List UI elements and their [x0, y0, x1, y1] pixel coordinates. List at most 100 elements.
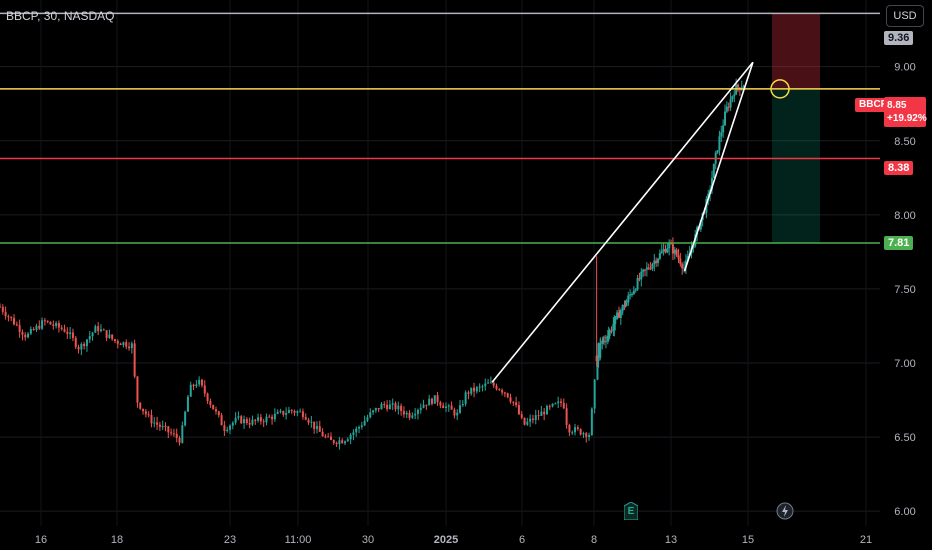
candle-body	[543, 411, 546, 415]
candle-body	[599, 343, 602, 345]
candle-body	[46, 321, 49, 323]
candle-body	[394, 403, 397, 410]
candle-body	[186, 396, 189, 412]
price-axis[interactable]: 9.00 8.50 8.00 7.50 7.00 6.50 6.00	[894, 62, 915, 519]
candle-body	[492, 382, 495, 386]
red-level-tag: 8.38	[884, 161, 914, 175]
candle-body	[433, 395, 436, 404]
candle-body	[601, 340, 604, 344]
candle-body	[262, 421, 265, 423]
candle-body	[718, 136, 721, 151]
candle-body	[136, 376, 139, 403]
candle-body	[66, 331, 69, 334]
candle-body	[557, 401, 560, 404]
candle-body	[150, 414, 153, 424]
candle-body	[450, 405, 453, 410]
candle-body	[268, 416, 271, 418]
candle-body	[627, 295, 630, 302]
y-tick-label: 8.00	[894, 210, 915, 222]
candle-body	[192, 384, 195, 387]
green-level-tag: 7.81	[884, 236, 914, 250]
candle-body	[686, 256, 689, 261]
candle-body	[69, 332, 72, 334]
candle-body	[41, 320, 44, 329]
candle-body	[515, 402, 518, 406]
candle-body	[617, 312, 620, 318]
candle-body	[630, 294, 633, 296]
x-tick-label: 6	[519, 534, 525, 546]
x-tick-label: 8	[591, 534, 597, 546]
candle-body	[324, 436, 327, 438]
time-axis[interactable]: 16 18 23 11:00 30 2025 6 8 13 15 21	[35, 534, 872, 546]
candle-body	[498, 389, 501, 391]
candle-body	[223, 425, 226, 431]
currency-button[interactable]: USD	[886, 5, 924, 27]
candle-body	[293, 411, 296, 413]
candle-body	[0, 306, 1, 308]
earnings-event-icon[interactable]: E	[624, 502, 638, 520]
candle-body	[231, 422, 234, 426]
candle-body	[414, 413, 417, 416]
candle-body	[299, 411, 302, 413]
candle-body	[666, 248, 669, 253]
lightning-icon[interactable]	[776, 502, 794, 520]
candle-body	[517, 405, 520, 415]
candle-body	[344, 441, 347, 444]
candle-body	[703, 212, 706, 214]
candle-body	[175, 433, 178, 438]
candle-body	[209, 401, 212, 405]
candle-body	[181, 425, 184, 443]
candle-body	[35, 325, 38, 330]
highlight-circle	[770, 79, 790, 99]
candle-body	[638, 278, 641, 280]
candle-body	[664, 249, 667, 253]
candle-body	[52, 324, 55, 326]
candle-body	[77, 347, 80, 350]
candle-body	[386, 404, 389, 410]
candle-body	[338, 440, 341, 445]
candle-body	[629, 294, 632, 296]
candle-body	[116, 341, 119, 344]
candle-body	[355, 428, 358, 433]
candle-body	[710, 177, 713, 190]
candle-body	[464, 392, 467, 405]
candle-body	[327, 436, 330, 438]
candle-body	[560, 401, 562, 403]
candle-body	[254, 419, 257, 421]
candle-body	[509, 397, 512, 402]
candle-body	[616, 312, 619, 317]
candle-body	[436, 395, 439, 403]
candle-body	[245, 419, 248, 424]
candle-body	[606, 335, 609, 342]
candle-body	[122, 342, 125, 346]
candle-body	[321, 431, 324, 437]
candle-body	[329, 436, 332, 441]
candle-body	[18, 325, 21, 333]
candle-body	[677, 255, 680, 259]
candle-body	[402, 410, 405, 415]
x-tick-label: 11:00	[285, 534, 312, 546]
candle-body	[226, 429, 229, 431]
candle-body	[287, 410, 290, 414]
y-tick-label: 6.50	[894, 432, 915, 444]
horizontal-levels	[0, 12, 880, 244]
candle-body	[640, 271, 643, 280]
candle-body	[487, 382, 490, 384]
candle-body	[271, 416, 274, 420]
candle-body	[405, 412, 408, 415]
candle-body	[369, 412, 372, 418]
candle-body	[206, 393, 209, 402]
candle-body	[341, 440, 344, 444]
chart-grid	[0, 0, 880, 526]
candle-body	[83, 343, 86, 347]
candle-body	[657, 258, 660, 264]
candle-body	[461, 404, 464, 406]
candle-body	[576, 427, 579, 430]
candle-body	[259, 417, 262, 422]
candle-body	[603, 340, 606, 342]
candle-body	[681, 264, 684, 269]
candle-body	[310, 421, 313, 423]
candle-body	[712, 163, 715, 178]
candle-body	[257, 417, 260, 421]
